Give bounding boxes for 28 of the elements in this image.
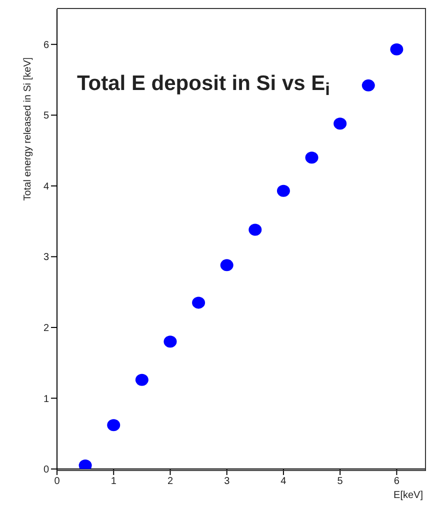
- point: [135, 374, 148, 386]
- point: [220, 259, 234, 272]
- y-tick-label: 4: [43, 181, 50, 192]
- x-axis-title: E[keV]: [394, 490, 423, 501]
- x-tick-label: 1: [110, 476, 117, 488]
- point: [362, 79, 375, 92]
- x-tick-label: 6: [394, 476, 400, 488]
- y-tick-label: 1: [43, 394, 50, 405]
- x-tick-label: 0: [54, 476, 60, 488]
- x-tick-label: 2: [167, 476, 174, 488]
- point: [276, 184, 290, 197]
- point: [334, 118, 347, 130]
- text: Total E deposit in Si vs E$_{i}$: [77, 72, 330, 100]
- y-tick-label: 0: [43, 464, 50, 476]
- point: [107, 419, 120, 432]
- y-axis-title: Total energy released in Si [keV]: [22, 57, 34, 201]
- point: [390, 43, 404, 56]
- y-tick-label: 3: [43, 252, 50, 264]
- y-tick-label: 5: [43, 110, 50, 122]
- y-tick-label: 6: [43, 40, 50, 51]
- x-tick-label: 5: [337, 476, 344, 488]
- y-tick-label: 2: [43, 323, 50, 334]
- x-tick-label: 4: [280, 476, 287, 488]
- x-tick-label: 3: [224, 476, 230, 488]
- point: [192, 296, 206, 309]
- point: [248, 224, 262, 236]
- point: [164, 336, 177, 348]
- point: [305, 152, 318, 164]
